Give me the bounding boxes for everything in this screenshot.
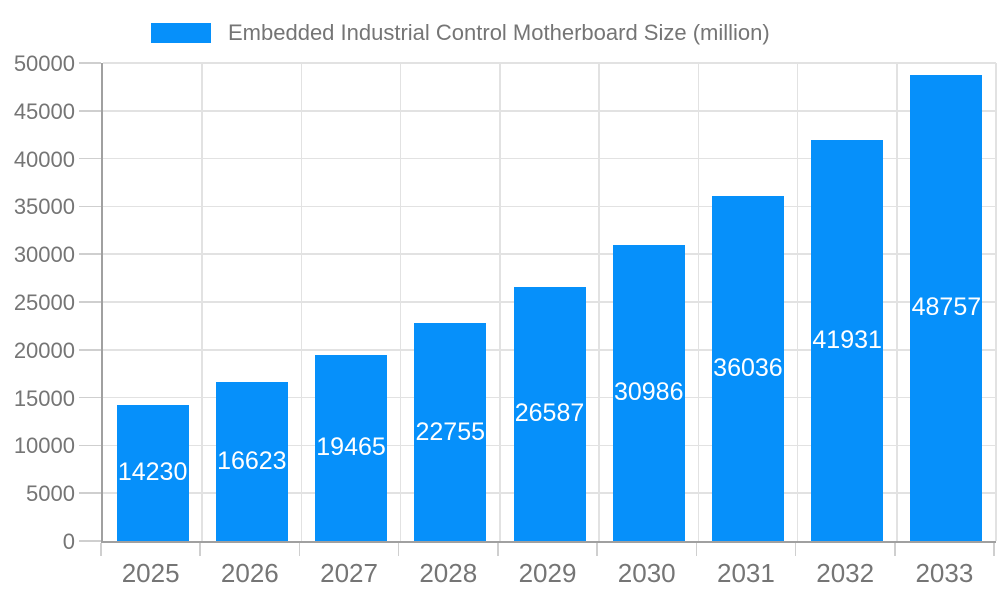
bar-2029[interactable]: 26587 — [513, 286, 586, 541]
bar-2025[interactable]: 14230 — [116, 404, 189, 541]
y-axis-tick-label: 25000 — [13, 290, 75, 315]
y-axis-tick-label: 45000 — [13, 98, 75, 124]
x-axis-tick-label: 2032 — [816, 558, 875, 588]
y-axis-tick-label: 10000 — [13, 433, 75, 459]
v-gridline — [201, 63, 203, 541]
h-gridline — [103, 205, 996, 208]
y-axis-tick — [79, 157, 101, 160]
bar-value-label: 48757 — [911, 293, 982, 322]
v-gridline — [499, 63, 501, 541]
x-axis-tick — [596, 543, 598, 556]
y-axis-tick — [79, 62, 101, 64]
v-gridline — [896, 63, 898, 541]
x-axis-tick — [695, 543, 698, 556]
x-axis-tick — [993, 543, 995, 556]
y-axis-tick — [79, 205, 101, 208]
bar-2028[interactable]: 22755 — [414, 323, 487, 541]
x-axis-tick-label: 2025 — [121, 558, 180, 588]
h-gridline — [103, 62, 996, 64]
y-axis-tick — [79, 349, 101, 351]
v-gridline — [796, 63, 799, 541]
bar-value-label: 22755 — [415, 417, 486, 446]
y-axis-tick-label: 20000 — [13, 337, 75, 363]
y-axis-tick-label: 50000 — [13, 51, 75, 76]
y-axis-tick — [79, 301, 101, 303]
x-axis-tick-label: 2031 — [717, 558, 775, 588]
legend-swatch-icon — [151, 23, 211, 43]
x-axis-tick — [894, 543, 896, 556]
v-gridline — [697, 63, 700, 541]
v-gridline — [399, 63, 402, 541]
bar-2033[interactable]: 48757 — [910, 74, 983, 541]
x-axis-tick-label: 2030 — [617, 558, 676, 588]
y-axis-tick-label: 5000 — [26, 481, 75, 507]
v-gridline — [300, 63, 303, 541]
x-axis-tick — [397, 543, 400, 556]
bar-value-label: 14230 — [117, 458, 188, 487]
y-axis-tick — [79, 396, 101, 399]
bar-value-label: 41931 — [812, 326, 882, 355]
y-axis-tick-label: 35000 — [13, 194, 75, 220]
x-axis-tick — [298, 543, 301, 556]
y-axis-tick-label: 40000 — [13, 146, 75, 172]
x-axis-tick-label: 2029 — [518, 558, 577, 588]
bar-2030[interactable]: 30986 — [612, 244, 685, 541]
h-gridline — [103, 253, 996, 255]
h-gridline — [103, 157, 996, 160]
x-axis-tick — [794, 543, 797, 556]
bar-value-label: 19465 — [316, 433, 386, 462]
x-axis-tick-label: 2027 — [320, 558, 378, 588]
x-axis-tick-label: 2026 — [220, 558, 279, 588]
bar-2027[interactable]: 19465 — [315, 354, 388, 541]
bar-2031[interactable]: 36036 — [711, 196, 784, 541]
y-axis-tick — [79, 253, 101, 255]
bar-value-label: 36036 — [713, 354, 783, 383]
v-gridline — [598, 63, 600, 541]
plot-area: 14230 16623 19465 22755 26587 30986 36036 41931… — [101, 62, 997, 543]
y-axis-tick — [79, 110, 101, 112]
y-axis-tick — [79, 444, 101, 447]
x-axis-tick-label: 2033 — [915, 558, 974, 588]
y-axis-tick-label: 0 — [62, 529, 75, 554]
x-axis-tick-label: 2028 — [419, 558, 478, 588]
y-axis-tick — [79, 492, 101, 494]
v-gridline — [995, 63, 997, 541]
legend-label: Embedded Industrial Control Motherboard … — [228, 20, 770, 45]
bar-value-label: 30986 — [613, 378, 684, 407]
x-axis-tick — [199, 543, 201, 556]
y-axis-tick-label: 15000 — [13, 385, 75, 411]
bar-2032[interactable]: 41931 — [811, 140, 884, 541]
bar-value-label: 26587 — [514, 399, 585, 428]
legend[interactable]: Embedded Industrial Control Motherboard … — [151, 20, 770, 46]
x-axis-tick — [497, 543, 499, 556]
x-axis-tick — [100, 543, 102, 556]
h-gridline — [103, 110, 996, 112]
bar-2026[interactable]: 16623 — [215, 382, 288, 541]
y-axis-tick-label: 30000 — [13, 242, 75, 268]
bar-value-label: 16623 — [217, 447, 287, 476]
y-axis-tick — [79, 540, 101, 542]
